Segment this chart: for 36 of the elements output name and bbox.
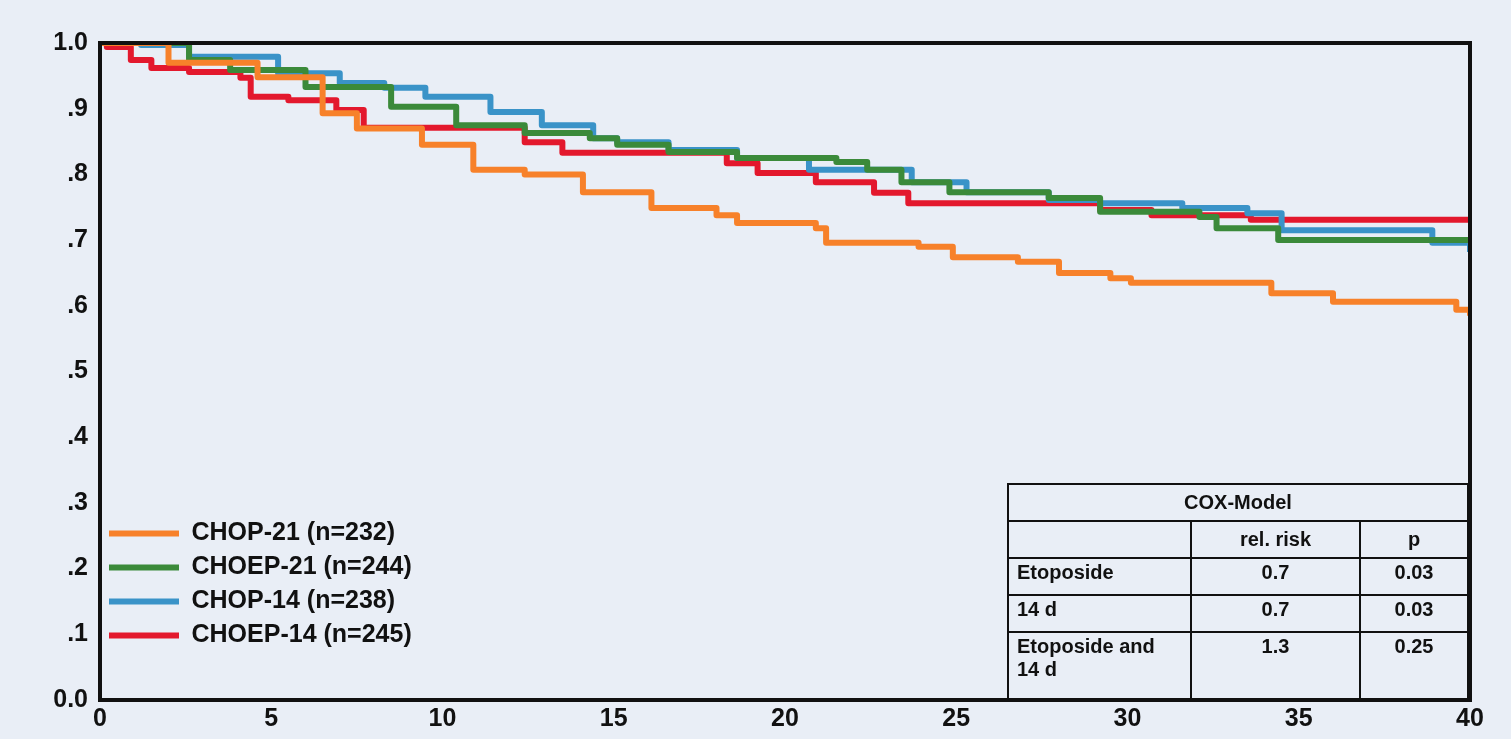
annotation: 14 d	[1008, 595, 1191, 633]
x-tick-label: 35	[1284, 702, 1313, 731]
x-tick-label: 40	[1456, 702, 1484, 731]
y-tick-label: .3	[67, 486, 88, 515]
y-tick-label: .9	[67, 92, 88, 121]
x-tick-label: 20	[771, 702, 799, 731]
legend-label: CHOP-21 (n=232)	[191, 517, 396, 546]
annotation: 0.25	[1360, 632, 1468, 699]
annotation: 1.3	[1191, 632, 1361, 699]
x-tick-label: 0	[93, 702, 107, 731]
x-tick-label: 10	[428, 702, 457, 731]
annotation: rel. risk	[1191, 521, 1361, 559]
x-tick-label: 15	[599, 702, 628, 731]
annotation: COX-Model	[1008, 484, 1468, 522]
legend-label: CHOEP-14 (n=245)	[191, 619, 412, 648]
annotation: p	[1360, 521, 1468, 559]
annotation: Etoposide	[1008, 558, 1191, 596]
annotation: 0.03	[1360, 595, 1468, 633]
x-tick-label: 25	[942, 702, 971, 731]
y-tick-label: .2	[67, 552, 88, 581]
y-tick-label: 0.0	[53, 683, 88, 712]
y-tick-label: .1	[67, 618, 89, 647]
y-tick-label: .4	[67, 421, 89, 450]
y-tick-label: .8	[67, 158, 89, 187]
legend-label: CHOEP-21 (n=244)	[191, 551, 412, 580]
x-tick-label: 30	[1113, 702, 1142, 731]
legend-label: CHOP-14 (n=238)	[191, 585, 396, 614]
y-tick-label: .5	[67, 355, 89, 384]
y-tick-label: .7	[67, 223, 88, 252]
annotation: Etoposide and 14 d	[1008, 632, 1191, 699]
y-tick-label: 1.0	[53, 26, 88, 55]
annotation: 0.7	[1191, 595, 1361, 633]
annotation: 0.03	[1360, 558, 1468, 596]
x-tick-label: 5	[264, 702, 279, 731]
y-tick-label: .6	[67, 289, 88, 318]
annotation: 0.7	[1191, 558, 1361, 596]
